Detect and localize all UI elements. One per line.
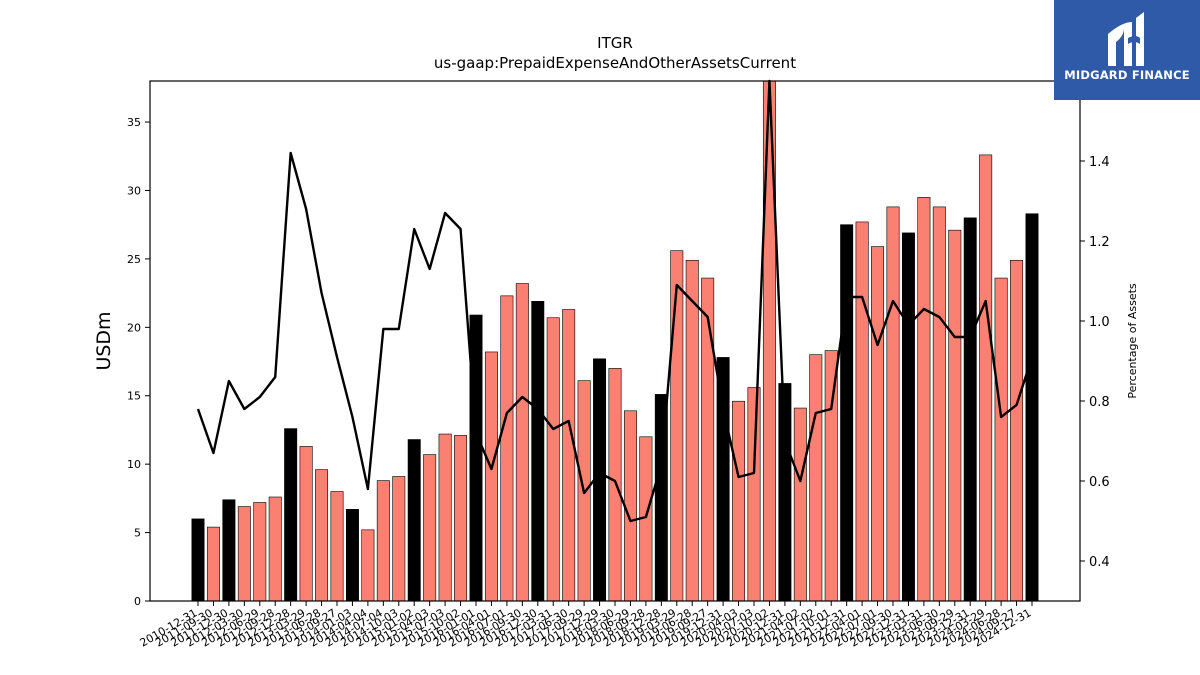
bar-2017-09-29 [608,368,622,602]
bar-2015-07-03 [469,314,483,602]
bar-2014-10-03 [423,454,437,602]
bar-2013-03-29 [330,491,344,602]
y-tick-label: 5 [134,527,141,540]
y-right-tick-label: 1.4 [1089,155,1110,170]
y-tick-label: 15 [127,390,141,403]
y-axis-right-label: Percentage of Assets [1126,283,1139,399]
bar-2024-06-28 [1025,213,1039,602]
bar-2012-03-30 [268,496,282,602]
y-tick-label: 0 [134,595,141,608]
bar-2021-12-31 [871,246,885,602]
bar-2010-12-31 [191,518,205,602]
y-tick-label: 30 [127,184,141,197]
y-tick-label: 25 [127,253,141,266]
bar-2013-12-31 [376,480,390,602]
y-right-tick-label: 1.2 [1089,235,1110,250]
bar-2014-07-04 [407,439,421,602]
bar-2018-12-31 [685,259,699,602]
bar-2023-06-30 [963,217,977,602]
bar-2023-09-29 [979,154,993,602]
bar-2017-12-31 [623,410,637,602]
y-right-tick-label: 0.8 [1089,395,1110,410]
y-right-tick-label: 0.4 [1089,555,1110,570]
bar-2015-10-02 [484,351,498,602]
bar-2019-09-27 [732,400,746,602]
bar-2016-09-30 [546,317,560,602]
bar-2012-12-31 [315,469,329,602]
chart-subtitle: us-gaap:PrepaidExpenseAndOtherAssetsCurr… [434,54,796,72]
bar-2019-03-29 [701,277,715,602]
y-tick-label: 10 [127,458,141,471]
bar-2019-12-31 [747,387,761,602]
bar-2022-07-01 [901,232,915,602]
y-axis-label: USDm [93,311,115,370]
bar-2012-06-29 [284,428,298,602]
bar-2015-04-03 [454,435,468,602]
bar-2023-03-31 [948,229,962,602]
logo-mark-icon [1108,12,1144,66]
logo-text: MIDGARD FINANCE [1064,68,1190,82]
bar-2022-12-31 [932,206,946,602]
bar-2021-07-02 [840,224,854,602]
y-right-tick-label: 0.6 [1089,475,1110,490]
percentage-line [196,79,1034,523]
bar-2020-12-31 [809,354,823,602]
brand-logo: MIDGARD FINANCE [1054,0,1200,100]
bar-2011-09-30 [237,506,251,602]
y-right-tick-label: 1.0 [1089,315,1110,330]
bar-2012-09-28 [299,446,313,602]
bar-2023-12-31 [994,277,1008,602]
bar-2021-10-01 [855,221,869,602]
bar-2011-04-01 [206,526,220,602]
chart-title: ITGR [597,34,633,52]
bar-2020-10-02 [793,407,807,602]
bar-2022-09-30 [917,197,931,602]
bar-2011-07-01 [222,499,236,602]
bar-2016-07-01 [531,301,545,602]
bar-2014-04-04 [392,476,406,602]
bar-2014-12-31 [438,433,452,602]
bar-2022-04-01 [886,206,900,602]
y-tick-label: 20 [127,321,141,334]
bar-2015-12-31 [500,295,514,602]
bar-2019-06-28 [716,357,730,602]
bar-2016-04-01 [515,283,529,602]
bar-2018-09-28 [670,250,684,602]
bar-2016-12-31 [562,309,576,602]
bar-2011-12-31 [253,502,267,602]
bar-2021-04-02 [824,350,838,602]
y-tick-label: 35 [127,116,141,129]
bar-2024-03-29 [1010,259,1024,602]
bar-2013-06-28 [345,509,359,602]
bar-2013-09-27 [361,529,375,602]
